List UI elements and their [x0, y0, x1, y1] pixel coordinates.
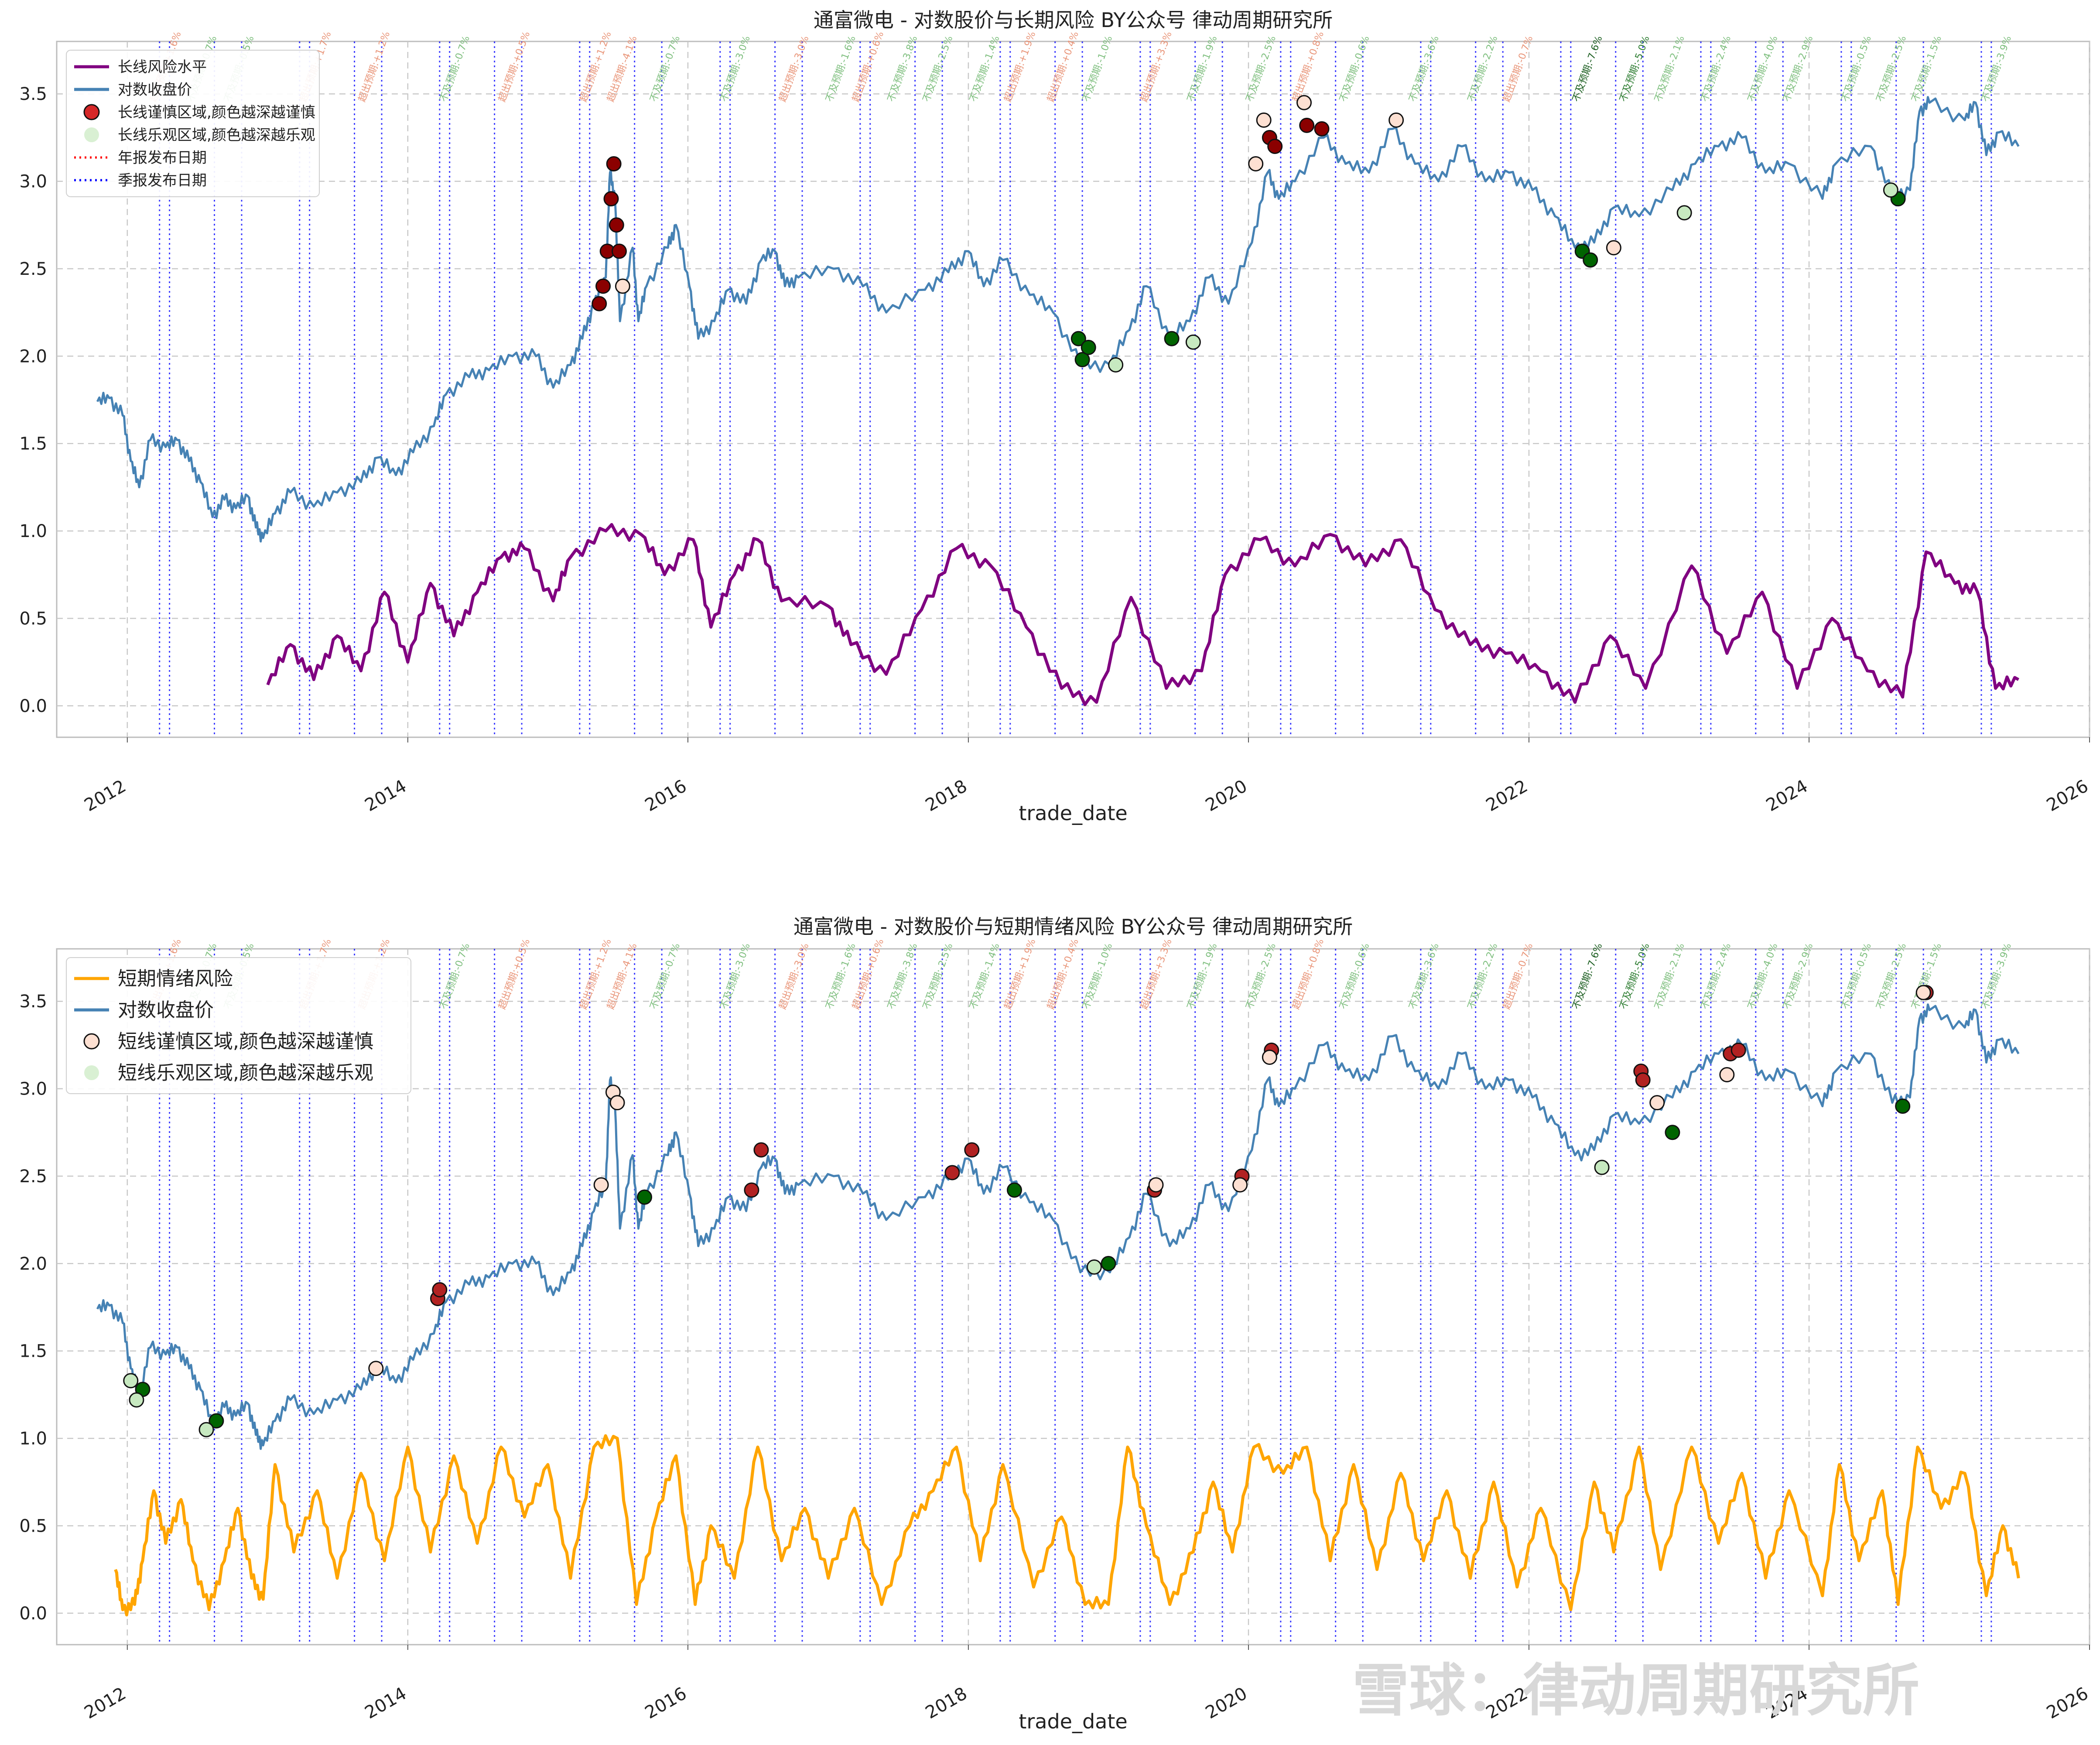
y-tick-label: 0.0 [19, 696, 47, 716]
legend-swatch [83, 1033, 100, 1050]
marker-point [1583, 252, 1598, 268]
y-tick-label: 0.5 [19, 1516, 47, 1536]
marker-point [209, 1413, 224, 1429]
chart-title: 通富微电 - 对数股价与短期情绪风险 BY公众号 律动周期研究所 [793, 915, 1353, 938]
marker-point [1649, 1095, 1665, 1111]
marker-point [593, 1177, 609, 1193]
marker-point [1915, 985, 1931, 1000]
y-tick-label: 3.5 [19, 992, 47, 1012]
legend-entry-label: 季报发布日期 [118, 172, 207, 189]
marker-point [1883, 182, 1898, 198]
x-axis-label: trade_date [1019, 801, 1127, 825]
x-axis-label: trade_date [1019, 1710, 1127, 1733]
legend-swatch [84, 1065, 99, 1080]
marker-point [595, 278, 611, 294]
marker-point [368, 1361, 384, 1376]
chart-title: 通富微电 - 对数股价与长期风险 BY公众号 律动周期研究所 [814, 8, 1333, 32]
y-tick-label: 2.0 [19, 1254, 47, 1274]
legend-swatch [84, 127, 99, 142]
marker-point [1232, 1177, 1248, 1193]
marker-point [1248, 156, 1264, 172]
series-line [96, 96, 2020, 543]
marker-point [1296, 95, 1312, 110]
marker-point [1665, 1125, 1680, 1140]
series-line [96, 1003, 2020, 1450]
marker-point [615, 278, 630, 294]
y-tick-label: 3.5 [19, 84, 47, 104]
marker-point [198, 1422, 214, 1437]
marker-point [1895, 1098, 1911, 1114]
series-line [266, 523, 2019, 706]
marker-point [964, 1142, 980, 1158]
marker-point [1676, 205, 1692, 221]
marker-point [637, 1189, 653, 1205]
marker-point [1185, 334, 1201, 350]
marker-point [753, 1142, 769, 1158]
y-tick-label: 1.5 [19, 434, 47, 454]
series-line [114, 1434, 2020, 1617]
legend-entry-label: 对数收盘价 [118, 81, 192, 99]
marker-point [129, 1392, 144, 1408]
marker-point [1635, 1072, 1651, 1088]
plot-area [56, 41, 2090, 738]
y-tick-label: 0.5 [19, 609, 47, 629]
marker-point [123, 1373, 139, 1389]
legend-entry-label: 长线乐观区域,颜色越深越乐观 [118, 127, 315, 144]
marker-point [1108, 357, 1124, 373]
marker-point [1074, 352, 1090, 367]
legend-entry-label: 短线谨慎区域,颜色越深越谨慎 [118, 1030, 373, 1053]
legend-swatch [83, 104, 100, 120]
legend: 长线风险水平对数收盘价长线谨慎区域,颜色越深越谨慎长线乐观区域,颜色越深越乐观年… [66, 50, 320, 197]
marker-point [1731, 1042, 1746, 1058]
marker-point [1164, 331, 1180, 346]
legend-entry-label: 年报发布日期 [118, 149, 207, 167]
marker-point [609, 1095, 625, 1111]
y-tick-label: 1.0 [19, 521, 47, 541]
marker-point [1081, 339, 1096, 355]
marker-point [606, 156, 622, 172]
marker-point [1071, 331, 1086, 346]
watermark-text: 雪球：律动周期研究所 [1352, 1657, 1919, 1724]
legend-entry-label: 长线谨慎区域,颜色越深越谨慎 [118, 104, 315, 121]
marker-point [1262, 1049, 1277, 1065]
y-tick-label: 1.0 [19, 1429, 47, 1449]
y-tick-label: 3.0 [19, 1079, 47, 1099]
y-tick-label: 2.0 [19, 346, 47, 366]
legend-entry-label: 短期情绪风险 [118, 968, 233, 990]
marker-point [1389, 112, 1404, 128]
y-tick-label: 2.5 [19, 1167, 47, 1187]
legend-entry-label: 长线风险水平 [118, 58, 207, 76]
marker-point [609, 217, 624, 233]
marker-point [603, 191, 619, 207]
marker-point [611, 243, 627, 259]
legend-entry-label: 对数收盘价 [118, 999, 214, 1021]
marker-point [1594, 1160, 1610, 1175]
marker-point [1267, 138, 1283, 154]
legend-box [66, 50, 320, 197]
marker-point [1006, 1182, 1022, 1198]
marker-point [744, 1182, 759, 1198]
y-tick-label: 3.0 [19, 172, 47, 192]
marker-point [1606, 240, 1621, 256]
legend-entry-label: 短线乐观区域,颜色越深越乐观 [118, 1062, 373, 1084]
marker-point [1719, 1067, 1735, 1083]
legend-box [66, 957, 411, 1094]
marker-point [1148, 1177, 1164, 1193]
marker-point [1086, 1259, 1102, 1275]
marker-point [1256, 112, 1272, 128]
marker-point [1299, 117, 1315, 133]
y-tick-label: 2.5 [19, 259, 47, 279]
marker-point [1101, 1256, 1116, 1271]
y-tick-label: 0.0 [19, 1604, 47, 1624]
y-tick-label: 1.5 [19, 1341, 47, 1362]
marker-point [1314, 121, 1330, 137]
marker-point [432, 1282, 448, 1297]
marker-point [944, 1165, 960, 1180]
marker-point [592, 296, 607, 311]
